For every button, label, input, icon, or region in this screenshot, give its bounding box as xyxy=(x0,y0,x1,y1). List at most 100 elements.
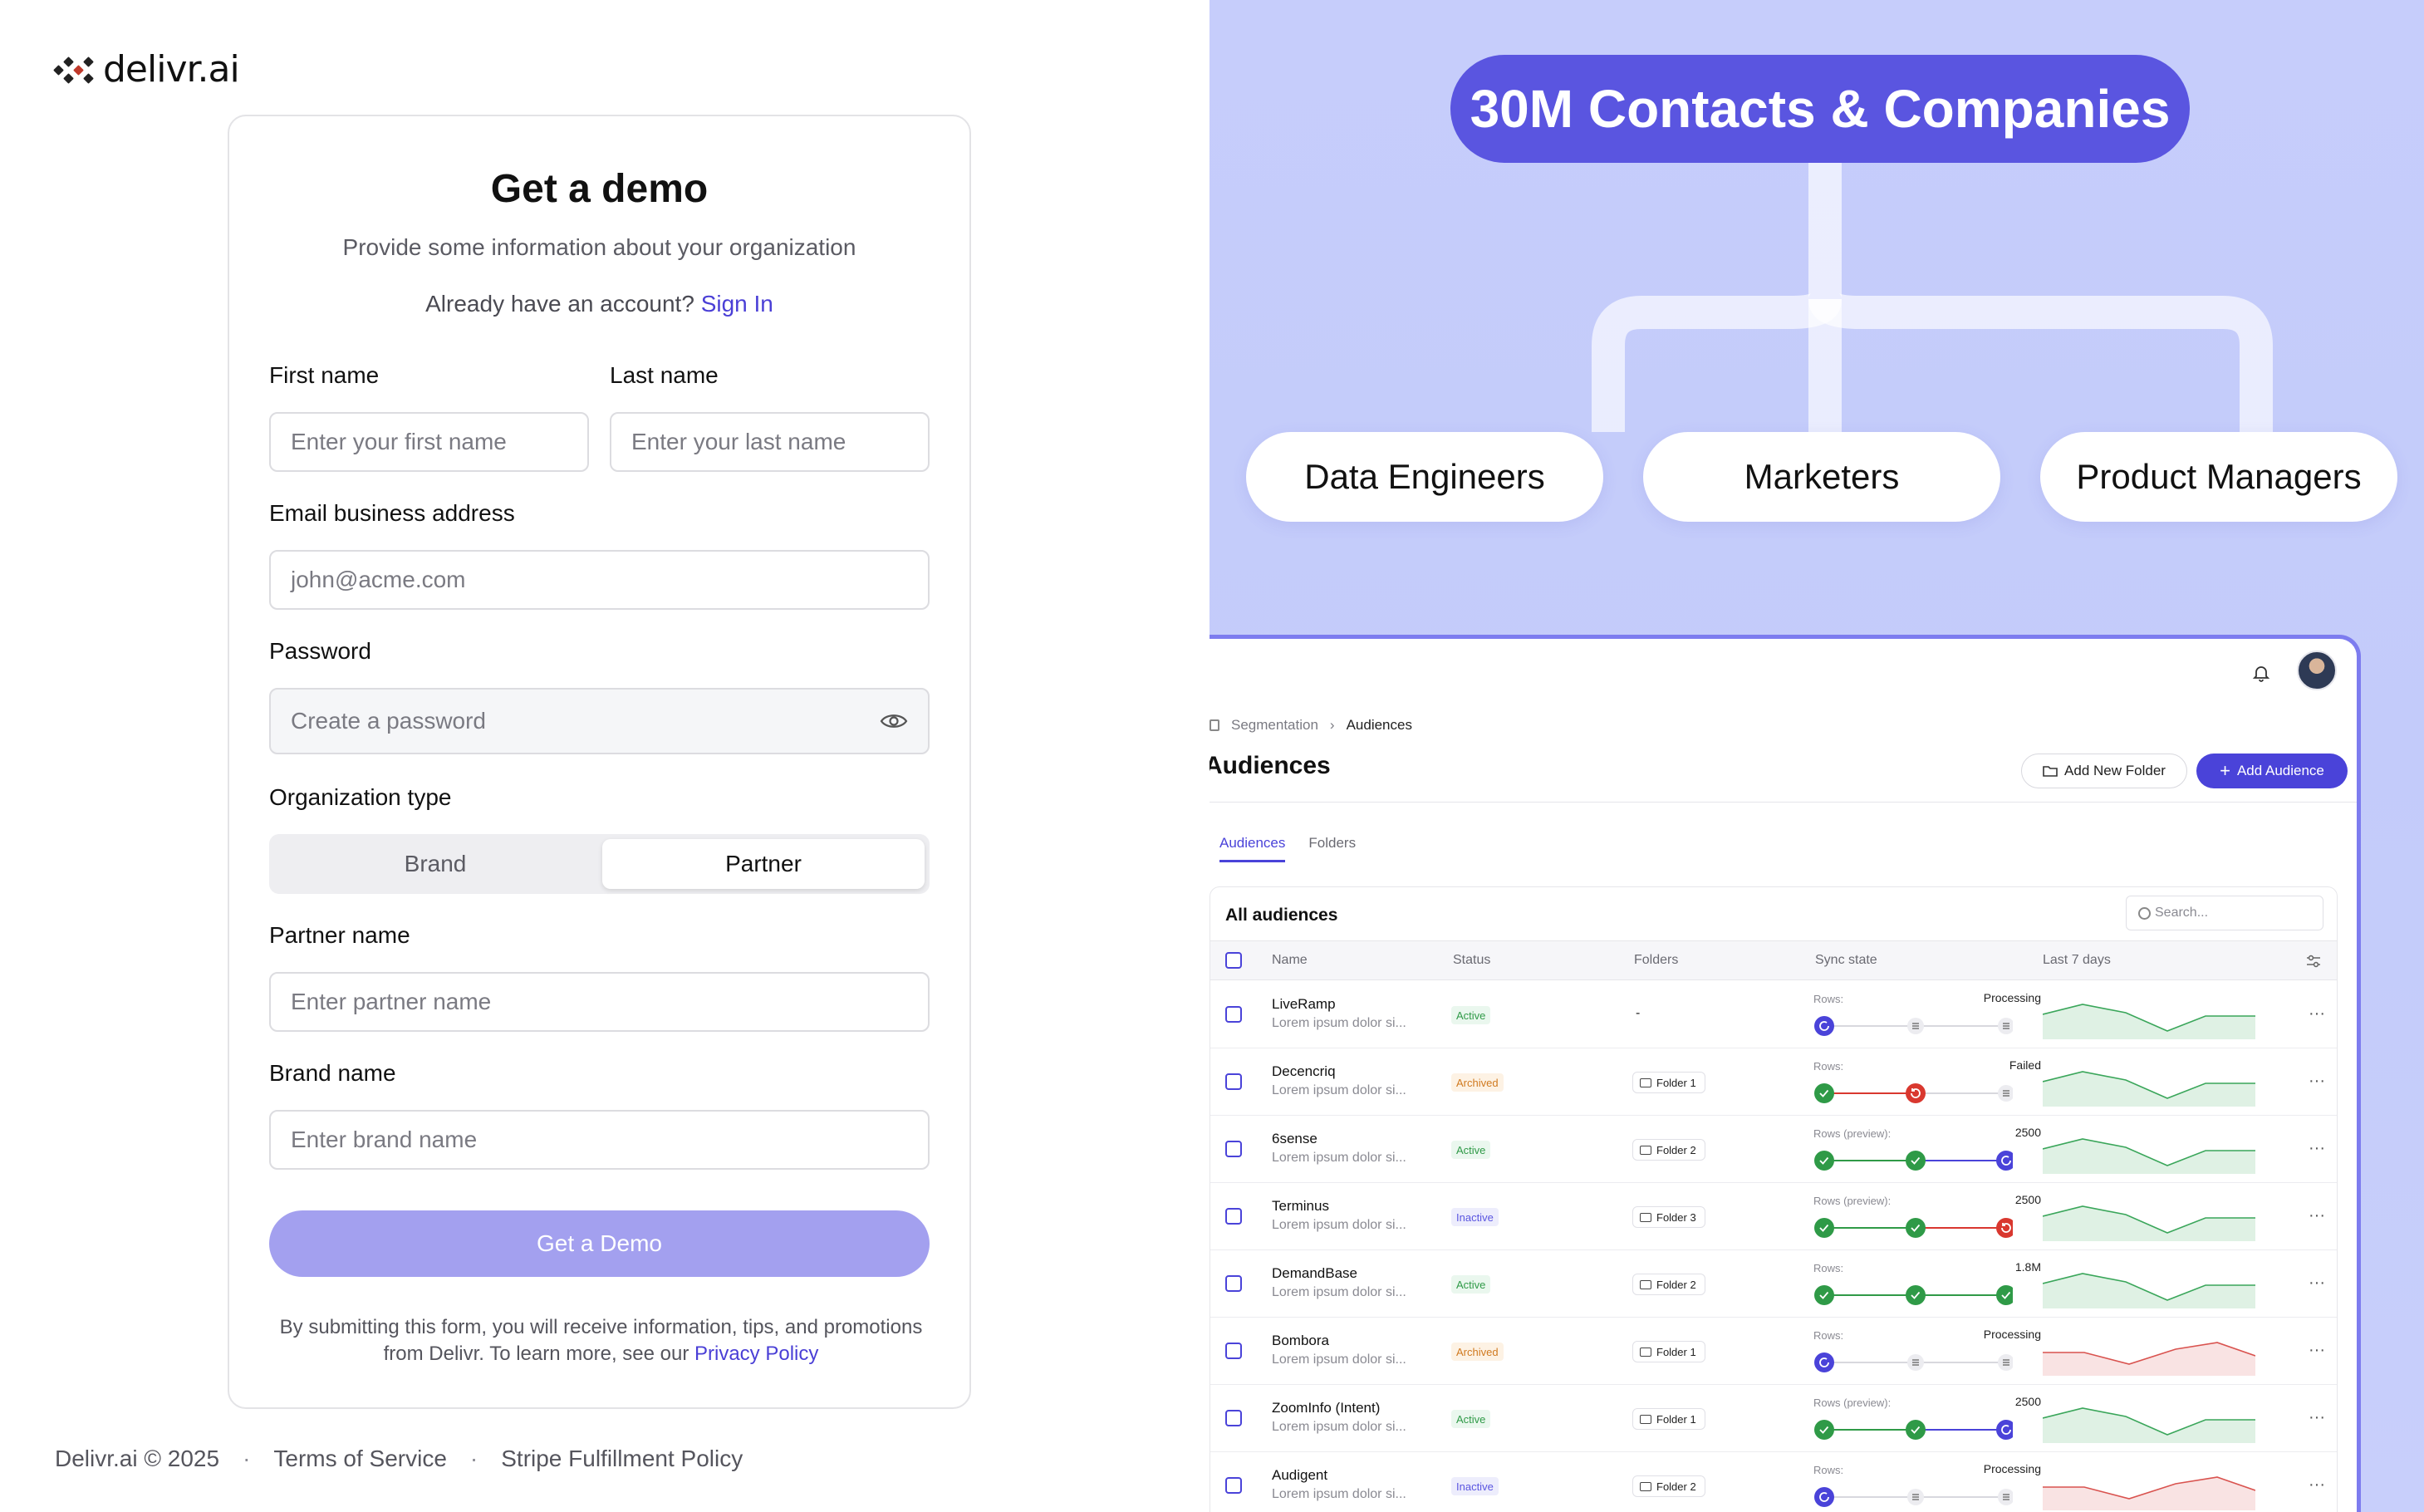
folder-chip[interactable]: Folder 1 xyxy=(1632,1408,1705,1430)
table-row[interactable]: ZoomInfo (Intent) Lorem ipsum dolor si...… xyxy=(1210,1385,2337,1452)
column-last-7-days[interactable]: Last 7 days xyxy=(2043,953,2111,967)
show-password-eye-icon[interactable] xyxy=(880,712,908,730)
breadcrumb-segmentation[interactable]: Segmentation xyxy=(1231,717,1318,733)
status-badge: Archived xyxy=(1451,1073,1504,1092)
row-more-menu-icon[interactable]: ··· xyxy=(2309,1206,2325,1225)
sparkline-line xyxy=(2043,1004,2255,1032)
column-sync-state[interactable]: Sync state xyxy=(1815,953,1877,967)
row-more-menu-icon[interactable]: ··· xyxy=(2309,1139,2325,1157)
legal-text: By submitting this form, you will receiv… xyxy=(279,1316,923,1365)
row-checkbox[interactable] xyxy=(1225,1410,1242,1426)
table-row[interactable]: Terminus Lorem ipsum dolor si... Inactive F… xyxy=(1210,1183,2337,1250)
tab-bar: Audiences Folders xyxy=(1219,835,1356,862)
audience-name[interactable]: Terminus xyxy=(1272,1198,1329,1214)
get-demo-button[interactable]: Get a Demo xyxy=(269,1210,930,1277)
folder-chip[interactable]: Folder 3 xyxy=(1632,1206,1705,1228)
add-audience-button[interactable]: + Add Audience xyxy=(2196,754,2348,788)
email-field[interactable]: john@acme.com xyxy=(269,550,930,610)
sync-value: 2500 xyxy=(2014,1193,2041,1206)
sync-step-fail-icon xyxy=(1996,1218,2013,1238)
row-more-menu-icon[interactable]: ··· xyxy=(2309,1341,2325,1359)
sync-rows-label: Rows: xyxy=(1813,1464,1844,1476)
column-status[interactable]: Status xyxy=(1453,953,1491,967)
folder-chip[interactable]: Folder 2 xyxy=(1632,1475,1705,1497)
row-more-menu-icon[interactable]: ··· xyxy=(2309,1408,2325,1426)
add-audience-label: Add Audience xyxy=(2236,763,2324,778)
table-row[interactable]: DemandBase Lorem ipsum dolor si... Active F… xyxy=(1210,1250,2337,1318)
table-row[interactable]: 6sense Lorem ipsum dolor si... Active Folde… xyxy=(1210,1116,2337,1183)
sync-step-glyph xyxy=(1819,1426,1829,1434)
folder-chip[interactable]: Folder 2 xyxy=(1632,1274,1705,1295)
sync-step-glyph xyxy=(1911,1426,1921,1434)
sparkline-area xyxy=(2043,1408,2255,1443)
audience-description: Lorem ipsum dolor si... xyxy=(1272,1218,1406,1232)
brand-name-field[interactable]: Enter brand name xyxy=(269,1110,930,1170)
row-checkbox[interactable] xyxy=(1225,1073,1242,1090)
add-new-folder-button[interactable]: Add New Folder xyxy=(2021,754,2187,788)
privacy-policy-link[interactable]: Privacy Policy xyxy=(694,1343,819,1365)
column-settings-icon[interactable] xyxy=(2305,955,2322,968)
folder-chip[interactable]: Folder 1 xyxy=(1632,1341,1705,1362)
audience-name[interactable]: LiveRamp xyxy=(1272,996,1336,1012)
row-checkbox[interactable] xyxy=(1225,1208,1242,1225)
folder-chip[interactable]: Folder 1 xyxy=(1632,1072,1705,1093)
row-more-menu-icon[interactable]: ··· xyxy=(2309,1475,2325,1494)
audience-name[interactable]: ZoomInfo (Intent) xyxy=(1272,1400,1381,1416)
hero-headline: 30M Contacts & Companies xyxy=(1450,55,2190,163)
table-row[interactable]: LiveRamp Lorem ipsum dolor si... Active - Ro… xyxy=(1210,981,2337,1048)
sync-step-glyph xyxy=(2001,1425,2011,1435)
select-all-checkbox[interactable] xyxy=(1225,952,1242,969)
role-pill-product-managers: Product Managers xyxy=(2040,432,2397,522)
sparkline-line xyxy=(2043,1205,2255,1234)
sidebar-toggle-icon[interactable] xyxy=(1210,719,1219,731)
audience-name[interactable]: 6sense xyxy=(1272,1131,1317,1146)
last-name-field[interactable]: Enter your last name xyxy=(610,412,930,472)
row-checkbox[interactable] xyxy=(1225,1006,1242,1023)
notification-bell-icon[interactable] xyxy=(2252,664,2270,682)
sync-state-steps xyxy=(1814,1218,2013,1238)
audience-name[interactable]: Audigent xyxy=(1272,1467,1328,1483)
plus-icon: + xyxy=(2220,760,2230,781)
row-checkbox[interactable] xyxy=(1225,1343,1242,1359)
row-more-menu-icon[interactable]: ··· xyxy=(2309,1004,2325,1023)
sync-step-ok-icon xyxy=(1906,1218,1926,1238)
brand-logo[interactable]: delivr.ai xyxy=(53,48,240,91)
sync-step-ok-icon xyxy=(1814,1151,1834,1171)
partner-name-field[interactable]: Enter partner name xyxy=(269,972,930,1032)
column-name[interactable]: Name xyxy=(1272,953,1308,967)
audience-name[interactable]: DemandBase xyxy=(1272,1265,1358,1281)
audiences-table: All audiences Search... Name Status Fold… xyxy=(1210,886,2338,1512)
org-type-brand-option[interactable]: Brand xyxy=(404,851,467,876)
tab-folders[interactable]: Folders xyxy=(1308,835,1357,851)
folder-icon xyxy=(1640,1212,1651,1222)
terms-link[interactable]: Terms of Service xyxy=(273,1446,447,1471)
audience-name[interactable]: Decencriq xyxy=(1272,1063,1336,1079)
row-checkbox[interactable] xyxy=(1225,1477,1242,1494)
user-avatar[interactable] xyxy=(2297,650,2337,690)
sparkline-area xyxy=(2043,1343,2255,1376)
audience-description: Lorem ipsum dolor si... xyxy=(1272,1487,1406,1501)
tab-audiences[interactable]: Audiences xyxy=(1219,835,1286,862)
row-checkbox[interactable] xyxy=(1225,1275,1242,1292)
folder-chip[interactable]: Folder 2 xyxy=(1632,1139,1705,1161)
audience-name[interactable]: Bombora xyxy=(1272,1333,1329,1348)
page-footer: Delivr.ai © 2025 · Terms of Service · St… xyxy=(55,1446,743,1472)
first-name-field[interactable]: Enter your first name xyxy=(269,412,589,472)
sync-step-glyph xyxy=(1912,1023,1919,1029)
folder-icon xyxy=(1640,1481,1651,1491)
row-checkbox[interactable] xyxy=(1225,1141,1242,1157)
password-field[interactable]: Create a password xyxy=(269,688,930,754)
sign-in-link[interactable]: Sign In xyxy=(700,291,773,317)
search-input[interactable]: Search... xyxy=(2126,896,2323,930)
row-more-menu-icon[interactable]: ··· xyxy=(2309,1072,2325,1090)
sparkline-area xyxy=(2043,1072,2255,1107)
table-row[interactable]: Audigent Lorem ipsum dolor si... Inactive F… xyxy=(1210,1452,2337,1512)
row-more-menu-icon[interactable]: ··· xyxy=(2309,1274,2325,1292)
column-folders[interactable]: Folders xyxy=(1634,953,1679,967)
audience-description: Lorem ipsum dolor si... xyxy=(1272,1151,1406,1165)
table-row[interactable]: Bombora Lorem ipsum dolor si... Archived Fo… xyxy=(1210,1318,2337,1385)
stripe-policy-link[interactable]: Stripe Fulfillment Policy xyxy=(501,1446,743,1471)
table-row[interactable]: Decencriq Lorem ipsum dolor si... Archived… xyxy=(1210,1048,2337,1116)
org-type-partner-option[interactable]: Partner xyxy=(602,839,925,889)
sync-step-ok-icon xyxy=(1996,1285,2013,1305)
